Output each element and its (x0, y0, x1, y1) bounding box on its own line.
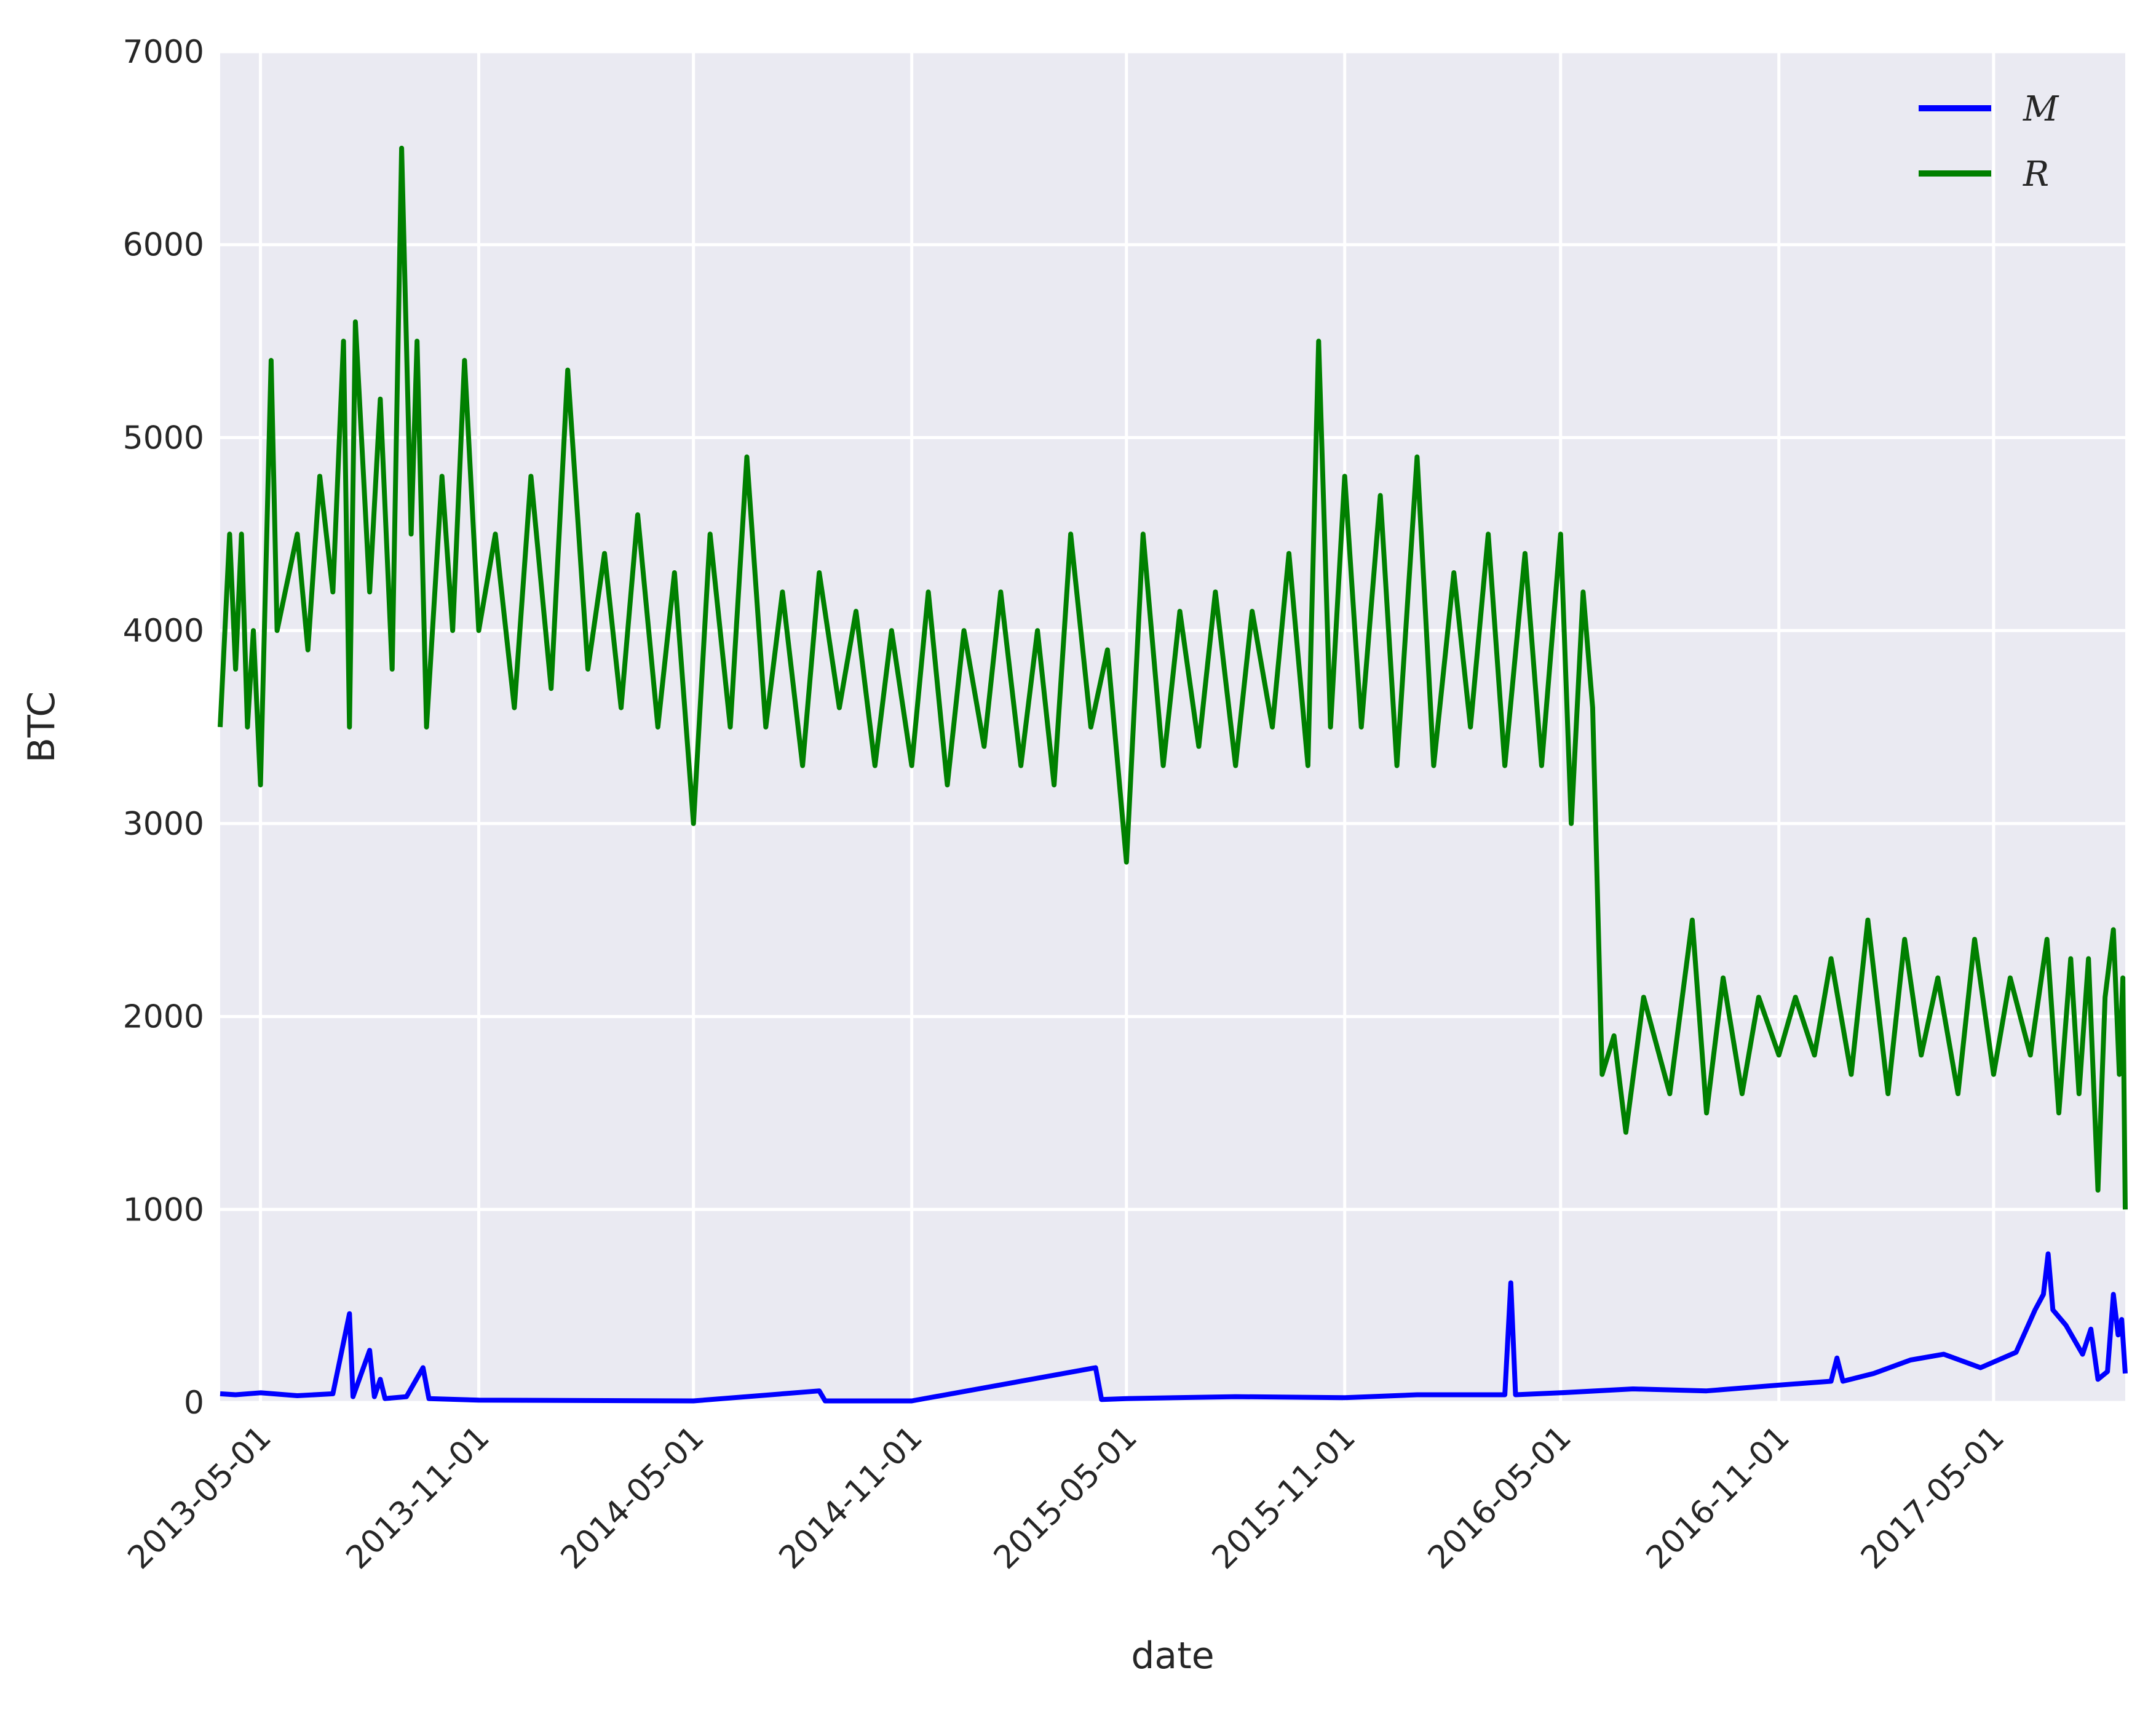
y-tick-label: 3000 (123, 806, 204, 843)
y-tick-label: 4000 (123, 613, 204, 650)
y-tick-labels: 0 1000 2000 3000 4000 5000 6000 7000 (123, 34, 204, 1422)
plot-background (220, 52, 2125, 1402)
x-tick-label: 2015-11-01 (1205, 1419, 1363, 1577)
x-tick-label: 2017-05-01 (1854, 1419, 2011, 1577)
y-tick-label: 2000 (123, 999, 204, 1036)
legend-label-M: M (2023, 89, 2059, 129)
series-line-M (220, 1251, 2128, 1404)
x-tick-label: 2016-05-01 (1421, 1419, 1579, 1577)
y-tick-label: 7000 (123, 34, 204, 71)
series-layer (218, 145, 2128, 1404)
y-tick-label: 6000 (123, 227, 204, 264)
x-tick-label: 2015-05-01 (987, 1419, 1144, 1577)
y-tick-label: 0 (184, 1385, 204, 1422)
x-tick-label: 2014-05-01 (554, 1419, 711, 1577)
x-tick-label: 2013-05-01 (121, 1419, 279, 1577)
legend: MR (1919, 89, 2059, 194)
grid-lines (220, 50, 2125, 1404)
x-tick-label: 2013-11-01 (339, 1419, 497, 1577)
y-tick-label: 5000 (123, 420, 204, 456)
y-axis-label: BTC (20, 691, 63, 763)
x-tick-label: 2016-11-01 (1639, 1419, 1797, 1577)
x-tick-label: 2014-11-01 (772, 1419, 930, 1577)
series-line-R (218, 145, 2128, 1210)
y-tick-label: 1000 (123, 1191, 204, 1228)
legend-label-R: R (2023, 154, 2049, 194)
x-tick-labels: 2013-05-01 2013-11-01 2014-05-01 2014-11-01… (121, 1419, 2011, 1577)
x-axis-label: date (1131, 1634, 1214, 1677)
